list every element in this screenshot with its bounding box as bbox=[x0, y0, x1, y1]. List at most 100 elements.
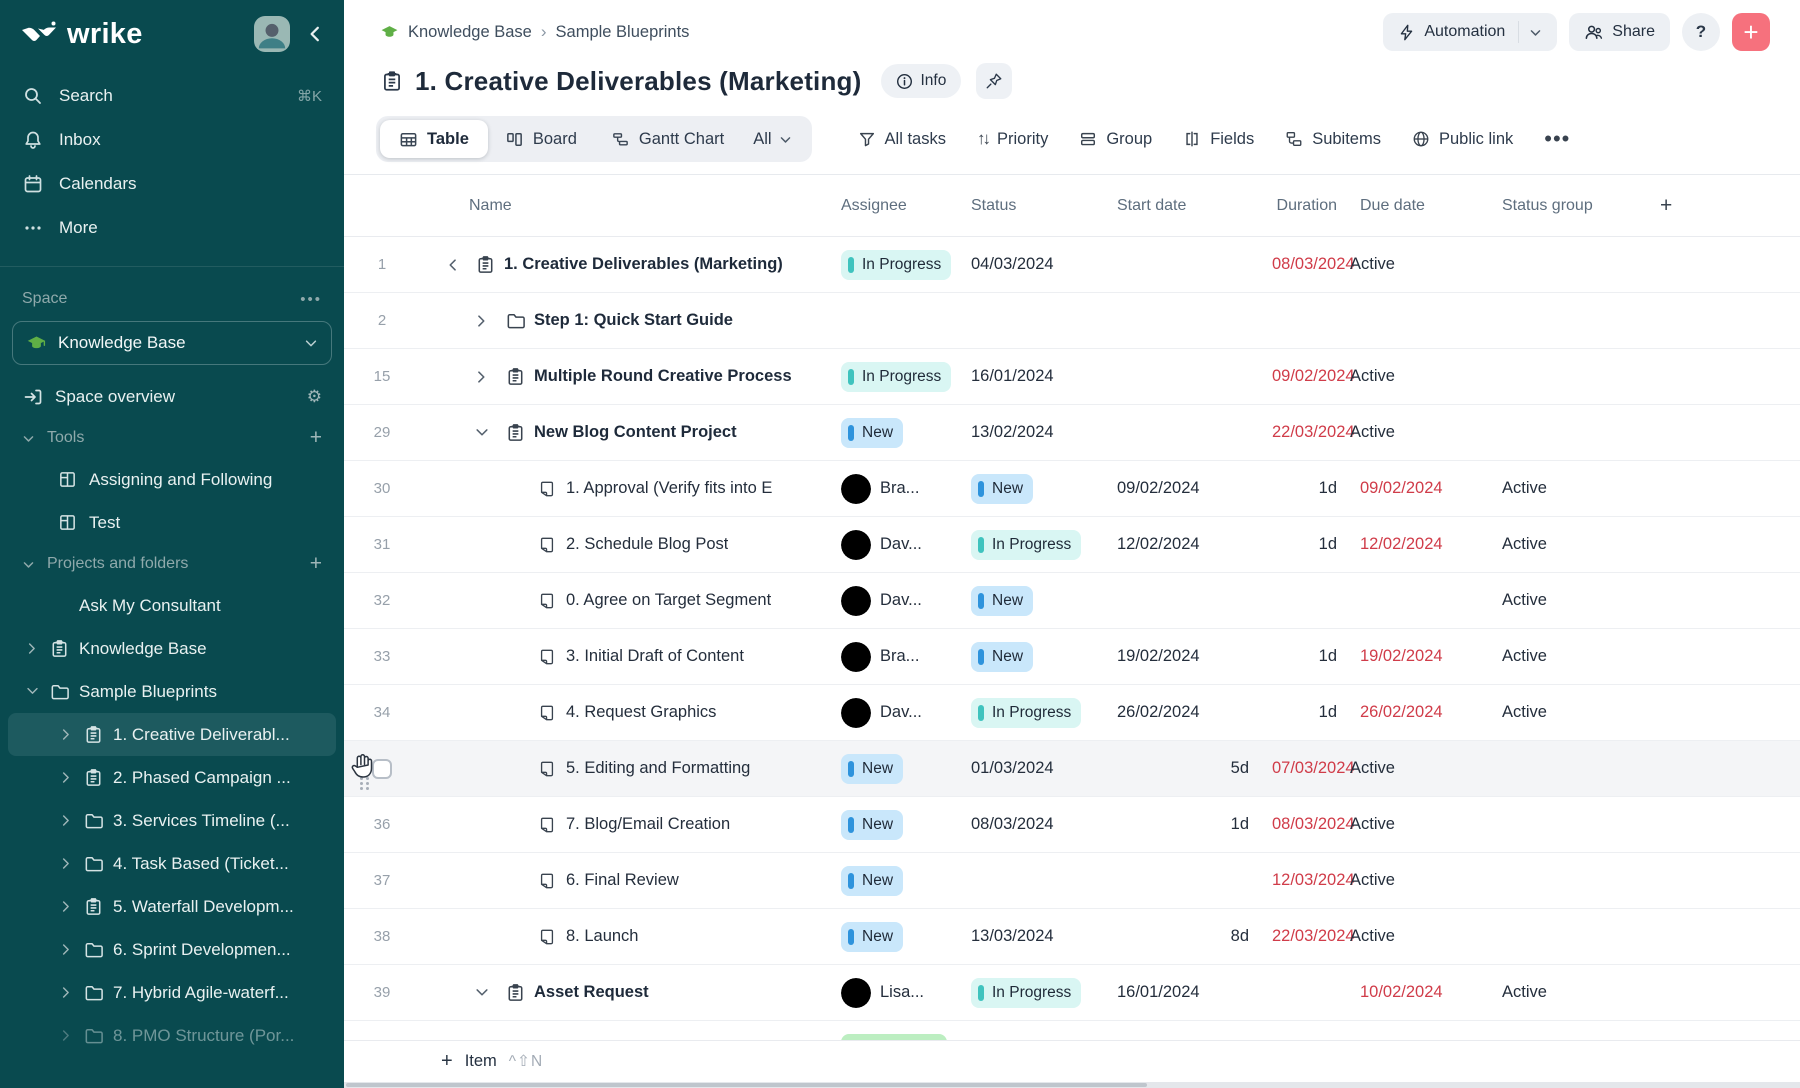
breadcrumb-space[interactable]: Knowledge Base bbox=[408, 22, 532, 41]
col-assignee[interactable]: Assignee bbox=[841, 196, 907, 214]
assignee-cell[interactable]: Dav... bbox=[841, 529, 971, 560]
status-group-cell[interactable]: Active bbox=[1350, 871, 1395, 889]
start-date-cell[interactable]: 13/02/2024 bbox=[971, 423, 1054, 441]
pin-button[interactable] bbox=[976, 63, 1013, 99]
view-filter-all[interactable]: All bbox=[741, 130, 807, 149]
table-row[interactable]: 1 1. Creative Del bbox=[344, 237, 1800, 293]
start-date-cell[interactable]: 09/02/2024 bbox=[1117, 479, 1200, 497]
status-group-cell[interactable]: Active bbox=[1350, 423, 1395, 441]
expand-chevron-icon[interactable] bbox=[475, 425, 505, 440]
tab-table[interactable]: Table bbox=[380, 120, 488, 158]
sort-priority-button[interactable]: ↑↓ Priority bbox=[977, 129, 1048, 149]
tree-item[interactable]: Sample Blueprints bbox=[8, 670, 336, 713]
assignee-cell[interactable]: Lisa... bbox=[841, 977, 971, 1008]
table-row[interactable]: 39 Asset Request bbox=[344, 965, 1800, 1021]
status-cell[interactable]: New bbox=[841, 809, 971, 840]
automation-button[interactable]: Automation bbox=[1383, 13, 1558, 51]
tree-item[interactable]: 8. PMO Structure (Por... bbox=[8, 1014, 336, 1057]
start-date-cell[interactable]: 04/03/2024 bbox=[971, 255, 1054, 273]
create-button[interactable]: + bbox=[1732, 13, 1770, 51]
table-row[interactable]: 2 Step 1: Quick S bbox=[344, 293, 1800, 349]
tab-gantt-chart[interactable]: Gantt Chart bbox=[594, 116, 741, 162]
task-name-cell[interactable]: 0. Agree on Target Segment bbox=[420, 591, 841, 611]
col-duration[interactable]: Duration bbox=[1276, 196, 1337, 214]
sidebar-item-inbox[interactable]: Inbox bbox=[0, 118, 344, 162]
chevron-icon[interactable] bbox=[56, 943, 76, 956]
status-cell[interactable]: New bbox=[841, 753, 971, 784]
status-group-cell[interactable]: Active bbox=[1350, 367, 1395, 385]
duration-cell[interactable]: 1d bbox=[1318, 479, 1337, 497]
table-row[interactable]: 33 3. Initial Dra bbox=[344, 629, 1800, 685]
chevron-icon[interactable] bbox=[56, 728, 76, 741]
status-group-cell[interactable]: Active bbox=[1502, 647, 1547, 665]
status-cell[interactable]: In Progress bbox=[841, 361, 971, 392]
status-cell[interactable]: In Progress bbox=[971, 697, 1117, 728]
subitems-button[interactable]: Subitems bbox=[1285, 130, 1381, 149]
table-row[interactable]: 29 New Blog Conte bbox=[344, 405, 1800, 461]
tools-section-header[interactable]: Tools + bbox=[0, 418, 344, 458]
tree-item[interactable]: 2. Phased Campaign ... bbox=[8, 756, 336, 799]
expand-chevron-icon[interactable] bbox=[475, 985, 505, 1000]
due-date-cell[interactable]: 09/02/2024 bbox=[1360, 479, 1443, 497]
duration-cell[interactable]: 5d bbox=[1230, 759, 1249, 777]
due-date-cell[interactable]: 12/03/2024 bbox=[1272, 871, 1355, 889]
task-name-cell[interactable]: New Blog Content Project bbox=[420, 422, 841, 443]
task-name-cell[interactable]: Step 1: Quick Start Guide bbox=[420, 310, 841, 331]
status-group-cell[interactable]: Active bbox=[1350, 255, 1395, 273]
due-date-cell[interactable]: 22/03/2024 bbox=[1272, 927, 1355, 945]
tree-item[interactable]: 3. Services Timeline (... bbox=[8, 799, 336, 842]
task-name-cell[interactable]: Asset Request bbox=[420, 982, 841, 1003]
chevron-icon[interactable] bbox=[56, 900, 76, 913]
start-date-cell[interactable]: 16/01/2024 bbox=[971, 367, 1054, 385]
tree-item[interactable]: 4. Task Based (Ticket... bbox=[8, 842, 336, 885]
col-status-group[interactable]: Status group bbox=[1502, 196, 1593, 214]
space-menu-icon[interactable]: ••• bbox=[300, 290, 322, 308]
chevron-icon[interactable] bbox=[22, 685, 42, 698]
fields-button[interactable]: Fields bbox=[1183, 130, 1254, 149]
sidebar-item-test[interactable]: Test bbox=[0, 501, 344, 544]
status-group-cell[interactable]: Active bbox=[1502, 535, 1547, 553]
due-date-cell[interactable]: 09/02/2024 bbox=[1272, 367, 1355, 385]
duration-cell[interactable]: 1d bbox=[1117, 1039, 1249, 1040]
info-button[interactable]: Info bbox=[880, 64, 962, 98]
filter-tasks-button[interactable]: All tasks bbox=[858, 130, 946, 149]
table-row[interactable]: 15 Multiple Round bbox=[344, 349, 1800, 405]
status-cell[interactable]: New bbox=[841, 921, 971, 952]
table-row[interactable]: 36 7. Blog/Email bbox=[344, 797, 1800, 853]
duration-cell[interactable]: 1d bbox=[1318, 535, 1337, 553]
duration-cell[interactable]: 1d bbox=[1318, 703, 1337, 721]
status-cell[interactable]: Completed bbox=[841, 1033, 971, 1040]
share-button[interactable]: Share bbox=[1569, 13, 1670, 51]
breadcrumb-folder[interactable]: Sample Blueprints bbox=[555, 22, 690, 41]
task-name-cell[interactable]: 1. Creative Deliverables (Marketing) bbox=[420, 254, 841, 275]
add-tool-icon[interactable]: + bbox=[309, 426, 322, 449]
status-cell[interactable]: New bbox=[841, 417, 971, 448]
tree-item[interactable]: 7. Hybrid Agile-waterf... bbox=[8, 971, 336, 1014]
chevron-icon[interactable] bbox=[56, 1029, 76, 1042]
chevron-icon[interactable] bbox=[22, 599, 42, 612]
expand-chevron-icon[interactable] bbox=[475, 313, 505, 328]
status-cell[interactable]: In Progress bbox=[971, 529, 1117, 560]
tree-item[interactable]: 1. Creative Deliverabl... bbox=[8, 713, 336, 756]
due-date-cell[interactable]: 08/03/2024 bbox=[1272, 255, 1355, 273]
status-group-cell[interactable]: Active bbox=[1350, 927, 1395, 945]
task-name-cell[interactable]: 4. Request Graphics bbox=[420, 703, 841, 723]
expand-chevron-icon[interactable] bbox=[445, 257, 475, 272]
chevron-icon[interactable] bbox=[56, 986, 76, 999]
status-cell[interactable]: In Progress bbox=[971, 977, 1117, 1008]
due-date-cell[interactable]: 10/02/2024 bbox=[1360, 983, 1443, 1001]
sidebar-item-calendars[interactable]: Calendars bbox=[0, 162, 344, 206]
table-row[interactable]: 30 1. Approval (V bbox=[344, 461, 1800, 517]
sidebar-item-space-overview[interactable]: Space overview ⚙ bbox=[0, 375, 344, 418]
status-group-cell[interactable]: Active bbox=[1350, 815, 1395, 833]
start-date-cell[interactable]: 08/03/2024 bbox=[971, 815, 1054, 833]
space-selector[interactable]: Knowledge Base bbox=[12, 321, 332, 365]
chevron-icon[interactable] bbox=[56, 771, 76, 784]
status-group-cell[interactable]: Active bbox=[1502, 983, 1547, 1001]
gear-icon[interactable]: ⚙ bbox=[306, 386, 322, 406]
due-date-cell[interactable]: 07/03/2024 bbox=[1272, 759, 1355, 777]
start-date-cell[interactable]: 26/02/2024 bbox=[1117, 703, 1200, 721]
collapse-sidebar-icon[interactable] bbox=[306, 25, 324, 43]
help-button[interactable]: ? bbox=[1682, 13, 1720, 51]
tab-board[interactable]: Board bbox=[488, 116, 594, 162]
